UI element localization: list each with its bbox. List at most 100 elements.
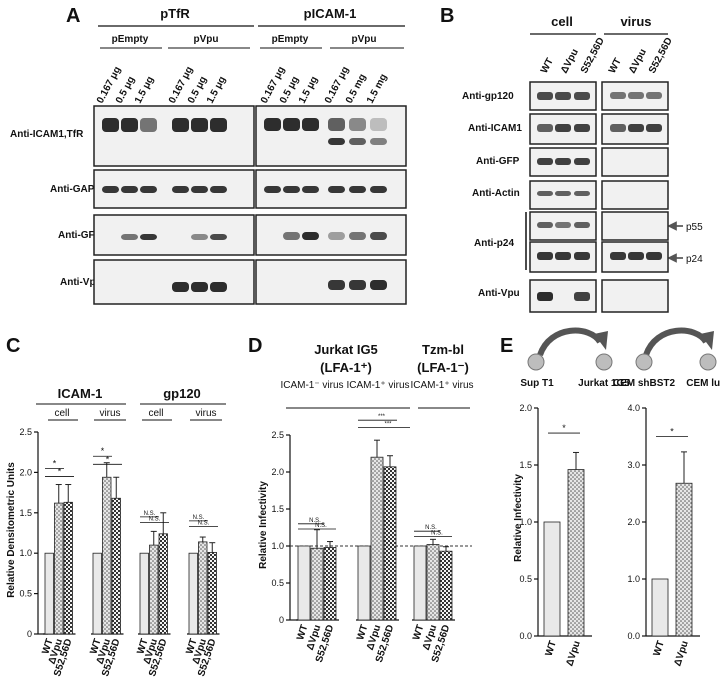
panel-d-y-tick-label: 2.0 bbox=[271, 467, 284, 477]
blot-band bbox=[537, 124, 553, 132]
panel-c-y-tick-label: 1.0 bbox=[19, 548, 32, 558]
blot-band bbox=[210, 118, 227, 132]
panel-e-arrowhead bbox=[594, 331, 608, 350]
panel-e-x-tick-label: WT bbox=[652, 640, 667, 658]
panel-d-significance-label: N.S. bbox=[309, 518, 321, 524]
panel-d-bar bbox=[370, 456, 384, 621]
blot-frame bbox=[255, 105, 407, 167]
blot-band bbox=[302, 232, 319, 240]
panel-c-bar bbox=[207, 551, 217, 635]
panel-c-bar bbox=[139, 552, 149, 635]
blot-band bbox=[102, 186, 119, 193]
blot-band bbox=[121, 186, 138, 193]
blot-band bbox=[172, 186, 189, 193]
panel-a-row-label: Anti-ICAM1,TfR bbox=[10, 129, 84, 140]
panel-e-y-tick-label: 3.0 bbox=[627, 460, 640, 470]
blot-band bbox=[610, 124, 626, 132]
blot-band bbox=[574, 158, 590, 165]
panel-e-y-tick-label: 1.0 bbox=[627, 574, 640, 584]
blot-frame bbox=[601, 180, 669, 210]
blot-band bbox=[646, 124, 662, 132]
blot-band bbox=[349, 138, 366, 145]
blot-band bbox=[210, 282, 227, 292]
blot-band bbox=[555, 222, 571, 228]
panel-c-y-tick-label: 1.5 bbox=[19, 508, 32, 518]
blot-band bbox=[574, 222, 590, 228]
panel-e-y-tick-label: 0.0 bbox=[627, 631, 640, 641]
panel-c-subheader: virus bbox=[99, 408, 120, 419]
blot-band bbox=[574, 92, 590, 100]
panel-c-x-tick-label: WT bbox=[135, 638, 150, 656]
panel-e-significance-label: * bbox=[562, 423, 566, 433]
blot-band bbox=[328, 118, 345, 131]
blot-band bbox=[302, 186, 319, 193]
panel-a-row-label: Anti-GFP bbox=[58, 230, 102, 241]
panel-e-arrowhead bbox=[700, 331, 714, 350]
panel-c-header-icam1: ICAM-1 bbox=[58, 386, 103, 401]
panel-c-bar bbox=[149, 544, 159, 635]
panel-c-bar bbox=[44, 552, 54, 635]
panel-a-subgroup: pEmpty bbox=[272, 34, 309, 45]
panel-a-dose-label: 1.5 μg bbox=[205, 75, 228, 106]
blot-band bbox=[370, 280, 387, 290]
panel-c-significance-label: * bbox=[106, 454, 110, 464]
panel-b-lane-label: S52,56D bbox=[579, 36, 607, 76]
blot-band bbox=[628, 124, 644, 132]
panel-d-y-tick-label: 0.5 bbox=[271, 578, 284, 588]
blot-band bbox=[283, 186, 300, 193]
panel-a-dose-label: 1.5 mg bbox=[365, 72, 390, 105]
panel-d-significance-label: *** bbox=[384, 422, 392, 428]
panel-b-arrow-label: p55 bbox=[686, 222, 703, 233]
panel-b-label: B bbox=[440, 5, 454, 27]
blot-band bbox=[574, 252, 590, 260]
panel-c-subheader: cell bbox=[148, 408, 163, 419]
panel-d-ylabel: Relative Infectivity bbox=[258, 481, 269, 569]
panel-d-y-tick-label: 1.0 bbox=[271, 541, 284, 551]
panel-d-significance-label: N.S. bbox=[315, 523, 327, 529]
blot-band bbox=[349, 232, 366, 240]
blot-band bbox=[610, 252, 626, 260]
panel-c-bar bbox=[92, 552, 102, 635]
panel-c-bar bbox=[102, 476, 112, 635]
panel-e-cell-node bbox=[699, 353, 717, 371]
blot-band bbox=[283, 232, 300, 240]
panel-c-y-tick-label: 2.0 bbox=[19, 467, 32, 477]
panel-c-significance-label: N.S. bbox=[144, 511, 156, 517]
blot-band bbox=[210, 234, 227, 240]
blot-band bbox=[537, 191, 553, 196]
blot-band bbox=[302, 118, 319, 131]
panel-d-y-tick-label: 0 bbox=[279, 615, 284, 625]
blot-band bbox=[328, 186, 345, 193]
blot-band bbox=[191, 186, 208, 193]
panel-c-significance-label: N.S. bbox=[149, 516, 161, 522]
panel-d-label: D bbox=[248, 335, 262, 357]
panel-d-bar bbox=[383, 466, 397, 621]
panel-c-significance-label: * bbox=[58, 466, 62, 476]
panel-d-subheader: ICAM-1⁻ virus bbox=[280, 380, 343, 391]
panel-d-subheader: ICAM-1⁺ virus bbox=[410, 380, 473, 391]
blot-band bbox=[328, 280, 345, 290]
panel-c-ylabel: Relative Densitometric Units bbox=[6, 462, 17, 598]
panel-e-arrow-left bbox=[537, 327, 603, 357]
panel-c-significance-label: N.S. bbox=[193, 515, 205, 521]
blot-band bbox=[140, 186, 157, 193]
panel-b-row-label: Anti-ICAM1 bbox=[468, 123, 522, 134]
panel-e-bar bbox=[651, 578, 669, 637]
blot-band bbox=[172, 118, 189, 132]
panel-e-cell-node bbox=[635, 353, 653, 371]
blot-frame bbox=[93, 214, 255, 256]
blot-band bbox=[121, 234, 138, 240]
panel-a-row-label: Anti-Vpu bbox=[60, 277, 102, 288]
panel-e-from-label: Sup T1 bbox=[520, 378, 554, 389]
panel-d-title1: Jurkat IG5 bbox=[314, 342, 378, 357]
panel-c-subheader: virus bbox=[195, 408, 216, 419]
panel-c-x-tick-label: WT bbox=[184, 638, 199, 656]
blot-band bbox=[555, 191, 571, 196]
panel-c-significance-label: N.S. bbox=[198, 521, 210, 527]
panel-d-bar bbox=[323, 547, 337, 621]
blot-band bbox=[140, 234, 157, 240]
blot-band bbox=[283, 118, 300, 131]
blot-band bbox=[370, 118, 387, 131]
panel-e-significance-label: * bbox=[670, 427, 674, 437]
blot-band bbox=[172, 282, 189, 292]
